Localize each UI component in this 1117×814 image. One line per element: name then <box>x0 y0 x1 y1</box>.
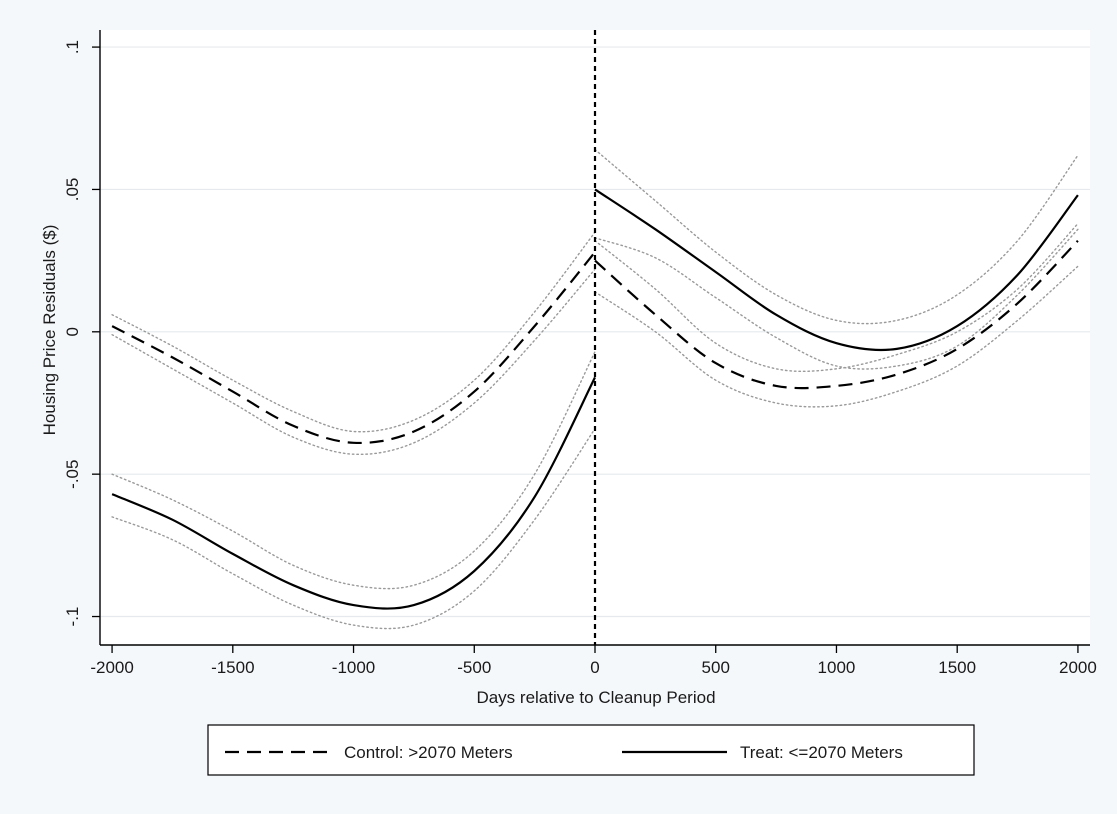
x-tick-label-3: -500 <box>457 658 491 677</box>
legend: Control: >2070 Meters Treat: <=2070 Mete… <box>208 725 974 775</box>
y-tick-label-3: .05 <box>63 178 82 202</box>
x-tick-label-5: 500 <box>702 658 730 677</box>
legend-label-control: Control: >2070 Meters <box>344 743 513 762</box>
y-tick-label-0: -.1 <box>63 607 82 627</box>
x-tick-label-0: -2000 <box>90 658 133 677</box>
x-tick-label-8: 2000 <box>1059 658 1097 677</box>
x-tick-label-1: -1500 <box>211 658 254 677</box>
y-tick-label-1: -.05 <box>63 460 82 489</box>
x-tick-label-6: 1000 <box>818 658 856 677</box>
legend-label-treat: Treat: <=2070 Meters <box>740 743 903 762</box>
y-tick-label-4: .1 <box>63 40 82 54</box>
x-tick-label-7: 1500 <box>938 658 976 677</box>
x-tick-label-2: -1000 <box>332 658 375 677</box>
x-axis-title: Days relative to Cleanup Period <box>476 688 715 707</box>
y-tick-label-2: 0 <box>63 327 82 336</box>
x-tick-label-4: 0 <box>590 658 599 677</box>
y-axis-title: Housing Price Residuals ($) <box>40 225 59 436</box>
